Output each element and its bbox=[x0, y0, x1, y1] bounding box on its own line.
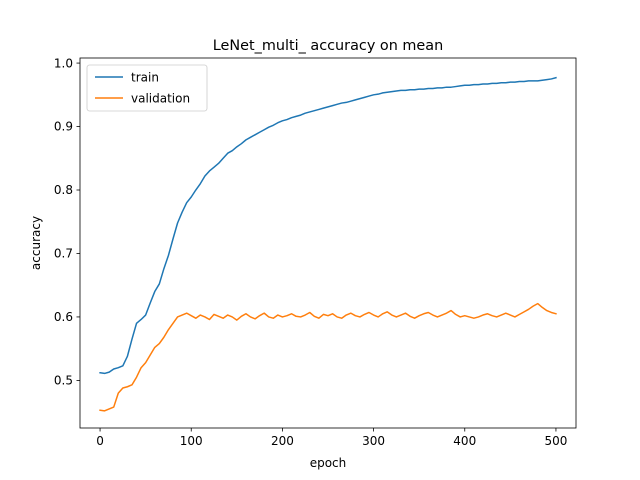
legend-label-validation: validation bbox=[131, 91, 190, 105]
x-tick-label: 100 bbox=[180, 434, 203, 448]
y-axis-title: accuracy bbox=[29, 216, 43, 270]
series-line-validation bbox=[99, 302, 557, 412]
x-axis-title: epoch bbox=[310, 456, 347, 470]
y-tick-label: 1.0 bbox=[54, 56, 73, 70]
y-tick-label: 0.6 bbox=[54, 310, 73, 324]
legend: train validation bbox=[86, 64, 208, 112]
y-tick-label: 0.7 bbox=[54, 247, 73, 261]
y-tick-label: 0.5 bbox=[54, 374, 73, 388]
plot-frame bbox=[79, 57, 577, 429]
x-axis-ticks: 0 100 200 300 400 500 bbox=[96, 428, 567, 448]
y-tick-label: 0.9 bbox=[54, 120, 73, 134]
y-axis-ticks: 0.5 0.6 0.7 0.8 0.9 1.0 bbox=[54, 56, 80, 388]
x-tick-label: 200 bbox=[271, 434, 294, 448]
plot-series-group bbox=[99, 76, 557, 412]
x-tick-label: 300 bbox=[362, 434, 385, 448]
legend-label-train: train bbox=[131, 70, 159, 84]
series-line-train bbox=[99, 76, 557, 375]
x-tick-label: 400 bbox=[453, 434, 476, 448]
chart-title: LeNet_multi_ accuracy on mean bbox=[213, 38, 443, 54]
x-tick-label: 0 bbox=[96, 434, 104, 448]
y-tick-label: 0.8 bbox=[54, 183, 73, 197]
x-tick-label: 500 bbox=[544, 434, 567, 448]
